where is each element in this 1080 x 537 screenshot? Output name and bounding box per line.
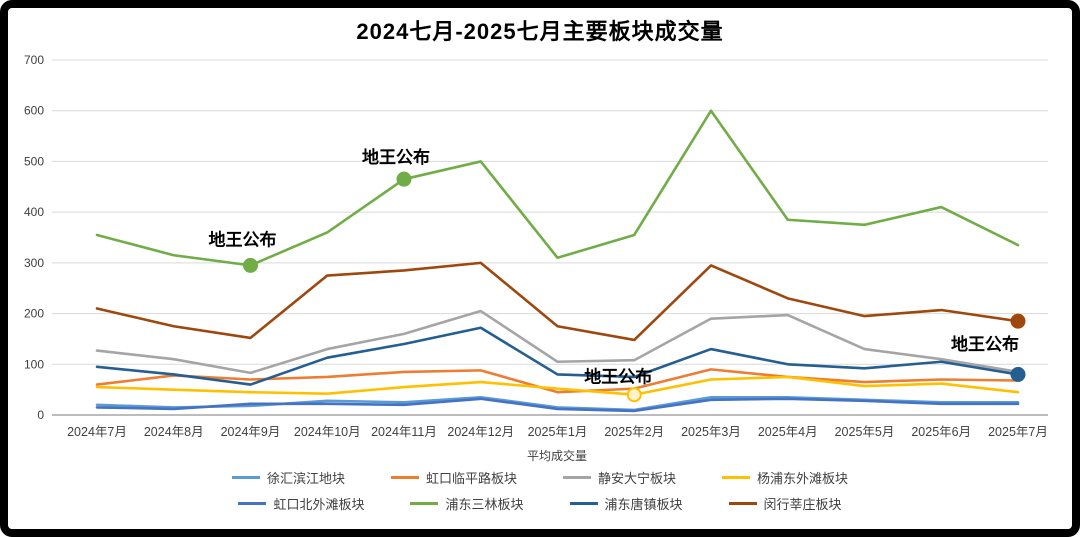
x-tick-label: 2024年11月 (371, 425, 437, 439)
legend-label: 虹口临平路板块 (425, 471, 517, 486)
series-line-7 (95, 261, 1020, 342)
legend-row: 虹口北外滩板块 浦东三林板块 浦东唐镇板块 闵行莘庄板块 (238, 494, 842, 513)
x-tick-label: 2025年6月 (911, 425, 971, 439)
marker-dot (396, 171, 412, 187)
y-tick-label: 0 (37, 408, 44, 422)
legend-swatch (410, 502, 439, 505)
chart-title: 2024七月-2025七月主要板块成交量 (356, 19, 724, 44)
legend-item: 虹口临平路板块 (390, 468, 517, 487)
x-tick-label: 2025年1月 (528, 425, 588, 439)
x-tick-label: 2024年12月 (447, 425, 514, 439)
annotation-label: 地王公布 (951, 334, 1019, 354)
y-tick-label: 400 (24, 205, 44, 219)
marker-dot (243, 257, 258, 273)
legend-label: 徐汇滨江地块 (266, 471, 345, 486)
y-tick-label: 300 (24, 256, 44, 270)
legend: 徐汇滨江地块 虹口临平路板块 静安大宁板块 杨浦东外滩板块虹口北外滩板块 浦东三林板块 浦… (0, 468, 1080, 513)
chart-svg: 0 100 200 300 400 500 600 700 2024年7月 2024年8月 2024… (24, 53, 1048, 439)
marker-dot (626, 387, 642, 403)
annotation-label: 地王公布 (362, 147, 430, 167)
x-tick-label: 2024年9月 (221, 425, 281, 439)
legend-label: 静安大宁板块 (598, 471, 677, 486)
series-line-1 (95, 368, 1020, 394)
series-line-2 (95, 309, 1020, 375)
series-line-4 (95, 397, 1020, 413)
y-tick-label: 500 (24, 154, 44, 168)
legend-item: 浦东唐镇板块 (569, 494, 683, 513)
legend-item: 浦东三林板块 (410, 494, 524, 513)
marker-dot (1010, 313, 1026, 329)
legend-swatch (238, 502, 267, 505)
legend-label: 闵行莘庄板块 (763, 497, 842, 512)
legend-label: 虹口北外滩板块 (273, 497, 365, 512)
legend-item: 静安大宁板块 (563, 468, 676, 487)
legend-item: 闵行莘庄板块 (728, 494, 842, 513)
legend-item: 徐汇滨江地块 (231, 468, 345, 487)
x-tick-label: 2025年3月 (681, 425, 741, 439)
y-tick-label: 100 (24, 357, 44, 371)
legend-swatch (728, 502, 757, 505)
legend-label: 杨浦东外滩板块 (757, 471, 849, 486)
marker-dot (1010, 366, 1026, 382)
x-axis-title: 平均成交量 (526, 449, 587, 463)
x-tick-label: 2024年8月 (144, 425, 204, 439)
x-tick-label: 2024年10月 (294, 425, 361, 439)
legend-swatch (390, 476, 419, 479)
legend-item: 虹口北外滩板块 (238, 494, 364, 513)
x-tick-label: 2024年7月 (67, 425, 127, 439)
legend-swatch (563, 476, 591, 479)
legend-item: 杨浦东外滩板块 (722, 468, 848, 487)
y-tick-label: 700 (24, 53, 44, 67)
legend-row: 徐汇滨江地块 虹口临平路板块 静安大宁板块 杨浦东外滩板块 (231, 468, 848, 487)
legend-label: 浦东三林板块 (445, 497, 524, 512)
series-line-6 (95, 326, 1020, 386)
legend-swatch (569, 502, 598, 505)
legend-label: 浦东唐镇板块 (604, 497, 683, 512)
y-tick-label: 200 (24, 307, 44, 321)
x-tick-label: 2025年2月 (604, 425, 664, 439)
legend-swatch (231, 476, 260, 479)
annotation-label: 地王公布 (584, 367, 652, 387)
x-tick-label: 2025年7月 (988, 425, 1048, 439)
annotation-label: 地王公布 (209, 229, 277, 249)
legend-swatch (722, 476, 751, 479)
series-line-3 (95, 375, 1020, 397)
x-tick-label: 2025年5月 (835, 425, 895, 439)
y-tick-label: 600 (24, 104, 44, 118)
x-tick-label: 2025年4月 (758, 425, 818, 439)
